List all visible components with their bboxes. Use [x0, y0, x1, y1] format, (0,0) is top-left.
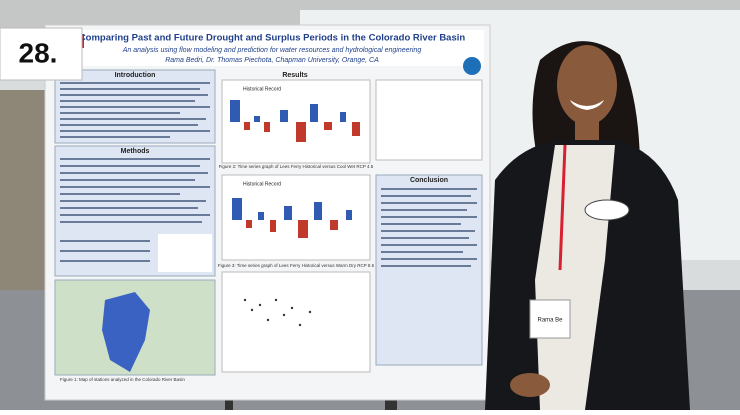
chart-figure-3 [221, 174, 371, 261]
chart-bars [230, 100, 360, 142]
chart-label: Historical Record [243, 86, 281, 92]
basin-map [102, 292, 150, 372]
conclusion-box [375, 174, 483, 366]
chart-bars [232, 198, 352, 238]
conclusion-text [381, 188, 477, 267]
name-badge [529, 299, 571, 339]
face [557, 45, 617, 125]
poster-header [52, 30, 484, 66]
chart-figure-2 [221, 79, 371, 164]
poster-subtitle: An analysis using flow modeling and pred… [122, 47, 422, 54]
section-heading: Introduction [115, 72, 156, 79]
water-logo [463, 57, 481, 75]
poster-authors: Rama Bedri, Dr. Thomas Piechota, Chapman… [165, 57, 379, 64]
intro-text [60, 82, 210, 138]
section-heading: Methods [121, 148, 150, 155]
hands [510, 373, 550, 397]
poster-title: Comparing Past and Future Drought and Su… [79, 33, 466, 44]
figure-caption: Figure 1: Map of stations analyzed in th… [60, 377, 185, 382]
mini-chart [158, 234, 212, 272]
left-door [0, 90, 50, 290]
scatter-figure [221, 271, 371, 373]
section-heading: Results [282, 72, 307, 79]
neck [575, 118, 599, 143]
figure-caption: Figure 3: Time series graph of Lees Ferr… [218, 263, 375, 268]
smile [570, 100, 604, 110]
figure-caption: Figure 2: Time series graph of Lees Ferr… [219, 164, 374, 169]
section-heading: Conclusion [410, 177, 448, 184]
name-badge-text: Rama Be [537, 318, 563, 324]
box-figure [375, 79, 483, 161]
lanyard [558, 144, 567, 271]
methods-text [60, 158, 210, 262]
chart-label: Historical Record [243, 181, 281, 187]
sign-number: 28. [19, 37, 58, 68]
scatter-dots [243, 298, 312, 327]
name-sticker [584, 199, 630, 221]
number-sign [0, 27, 83, 81]
